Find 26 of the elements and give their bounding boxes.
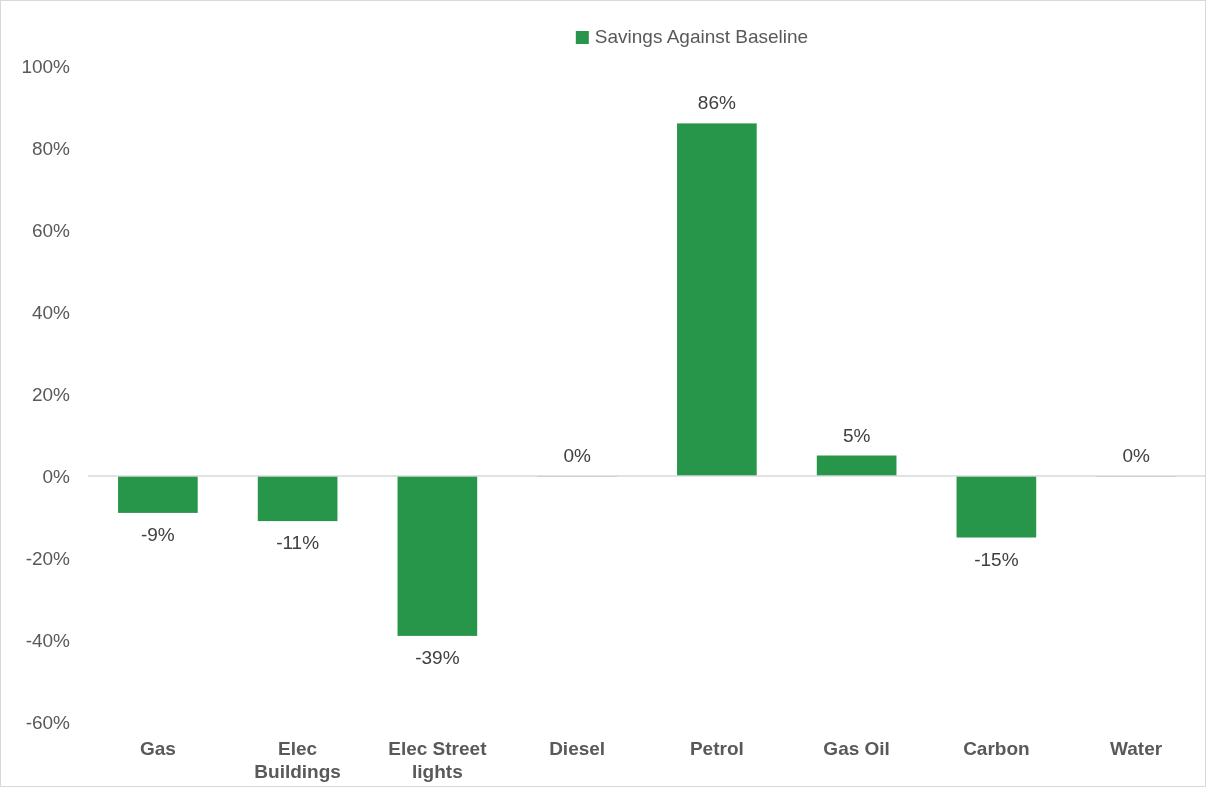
y-tick-label: -40% [25,629,71,651]
x-tick-label: Elec Street lights [388,738,488,782]
y-tick-label: -60% [25,711,71,733]
data-label: 86% [697,92,736,114]
x-tick-label: Diesel [549,738,606,759]
data-label: 0% [1122,445,1150,466]
x-tick-label: Gas [139,738,176,759]
y-tick-label: 60% [31,219,71,241]
y-tick-label: 100% [21,55,71,77]
x-tick-label: Gas Oil [823,738,890,759]
x-tick-label: Water [1110,738,1163,759]
data-label: -15% [974,548,1019,570]
data-label: -11% [276,532,320,554]
y-tick-label: 40% [31,301,71,323]
y-tick-label: -20% [25,547,71,569]
x-tick-label: Petrol [689,738,744,759]
y-tick-label: 0% [42,465,71,487]
x-tick-label: Elec Buildings [254,738,341,782]
data-label: 0% [563,445,591,466]
legend-label: Savings Against Baseline [594,26,809,47]
x-tick-label: Carbon [963,738,1030,759]
data-label: 5% [842,424,871,446]
y-tick-label: 20% [31,383,71,405]
y-tick-label: 80% [31,137,71,159]
data-label: -39% [415,646,460,668]
data-label: -9% [140,523,175,545]
